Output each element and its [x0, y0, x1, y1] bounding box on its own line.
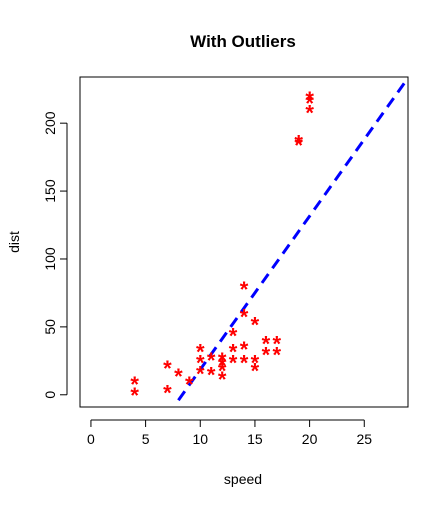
data-point: *: [294, 133, 303, 158]
y-axis-label: dist: [6, 231, 22, 253]
data-point: *: [163, 356, 172, 381]
points-layer: ** ** * * ********* ************ *******: [130, 87, 314, 408]
x-tick-label: 10: [192, 431, 208, 447]
y-tick-label: 100: [42, 247, 58, 271]
data-point: *: [262, 342, 271, 367]
data-point: *: [251, 359, 260, 384]
data-point: *: [196, 340, 205, 365]
plot-frame: [79, 76, 409, 408]
x-tick-label: 20: [302, 431, 318, 447]
data-point: *: [218, 348, 227, 373]
data-point: *: [229, 323, 238, 348]
data-point: *: [240, 304, 249, 329]
data-point: *: [218, 353, 227, 378]
x-axis: 0 5 10 15 20 25: [87, 419, 372, 447]
data-point: *: [273, 342, 282, 367]
data-point: *: [305, 91, 314, 116]
data-point: *: [305, 87, 314, 112]
data-point: *: [294, 130, 303, 155]
data-point: *: [218, 367, 227, 392]
data-point: *: [163, 380, 172, 405]
chart-title: With Outliers: [190, 32, 296, 51]
data-point: *: [185, 372, 194, 397]
fit-line: [177, 80, 408, 402]
data-point: *: [229, 350, 238, 375]
data-point: *: [240, 350, 249, 375]
x-tick-label: 25: [356, 431, 372, 447]
y-tick-label: 200: [42, 111, 58, 135]
fit-line-layer: [177, 80, 408, 402]
x-tick-label: 5: [142, 431, 150, 447]
data-point: *: [196, 350, 205, 375]
data-point: *: [218, 359, 227, 384]
data-point: *: [251, 350, 260, 375]
data-point: *: [174, 364, 183, 389]
data-point: *: [273, 331, 282, 356]
x-tick-label: 15: [247, 431, 263, 447]
data-point: *: [130, 372, 139, 397]
x-axis-label: speed: [224, 471, 262, 487]
y-tick-label: 0: [42, 391, 58, 399]
data-point: *: [229, 340, 238, 365]
data-point: *: [240, 277, 249, 302]
data-point: *: [305, 101, 314, 126]
y-tick-label: 150: [42, 179, 58, 203]
data-point: *: [262, 331, 271, 356]
y-tick-label: 50: [42, 319, 58, 335]
y-axis: 0 50 100 150 200: [42, 111, 68, 399]
data-point: *: [130, 383, 139, 408]
data-point: *: [251, 312, 260, 337]
data-point: *: [240, 337, 249, 362]
data-point: *: [207, 348, 216, 373]
data-point: *: [196, 361, 205, 386]
data-point: *: [207, 363, 216, 388]
x-tick-label: 0: [87, 431, 95, 447]
